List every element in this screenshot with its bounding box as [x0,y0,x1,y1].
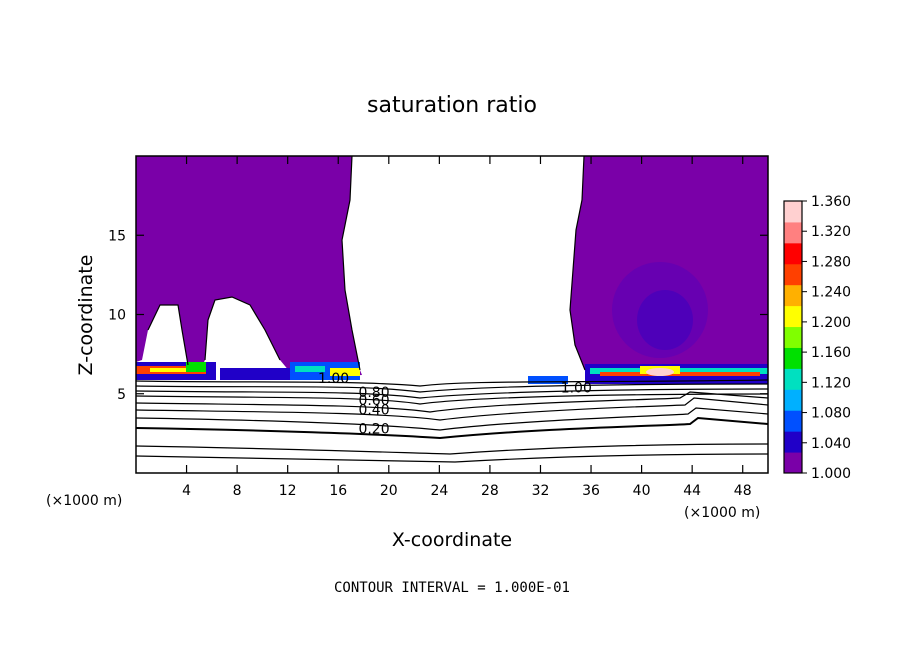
colorbar-swatch [784,201,802,223]
colorbar-tick-label: 1.360 [811,194,851,210]
x-tick-label: 4 [182,483,191,499]
x-unit-right: (×1000 m) [684,505,760,521]
colorbar-swatch [784,305,802,328]
contour-label: 1.00 [561,380,592,396]
colorbar-swatch [784,389,802,411]
y-tick-label: 10 [108,308,126,324]
y-tick-label: 15 [108,228,126,244]
x-tick-label: 24 [430,483,448,499]
y-tick-label: 5 [117,387,126,403]
colorbar-frame [783,200,803,474]
x-axis-label: X-coordinate [392,529,512,551]
x-tick-label: 44 [683,483,701,499]
colorbar-swatch [784,452,802,474]
field-band-right [528,376,568,384]
contour-interval-note: CONTOUR INTERVAL = 1.000E-01 [334,580,570,596]
colorbar-tick-label: 1.000 [811,466,851,482]
colorbar-swatch [784,221,802,244]
y-axis-ticks: 5 10 15 [108,228,768,403]
colorbar-tick-label: 1.320 [811,224,851,240]
colorbar-tick-label: 1.200 [811,315,851,331]
colorbar-tick-label: 1.160 [811,345,851,361]
x-tick-label: 40 [633,483,651,499]
chart-title: saturation ratio [367,93,537,118]
colorbar-swatch [784,326,802,348]
contour-label: 1.00 [318,371,349,387]
colorbar-tick-label: 1.120 [811,375,851,391]
contour-label: 0.40 [358,403,389,419]
colorbar: 1.360 1.320 1.280 1.240 1.200 1.160 1.120 1.080… [783,194,851,482]
colorbar-swatch [784,284,802,307]
contour-labels: 1.00 1.00 0.800.600.40 0.20 [318,371,592,438]
x-unit-left: (×1000 m) [46,493,122,509]
x-tick-label: 36 [582,483,600,499]
x-tick-label: 32 [532,483,550,499]
colorbar-tick-label: 1.280 [811,254,851,270]
colorbar-tick-label: 1.040 [811,436,851,452]
field-region-left [136,156,362,378]
colorbar-swatch [784,368,802,390]
colorbar-tick-label: 1.240 [811,285,851,301]
contour-label: 0.80 [358,385,389,401]
x-tick-label: 48 [734,483,752,499]
colorbar-swatch [784,242,802,265]
colorbar-swatch [784,347,802,369]
saturation-outline [147,156,586,371]
colorbar-swatch [784,410,802,432]
x-tick-label: 28 [481,483,499,499]
plot-field [136,156,768,473]
y-axis-label: Z-coordinate [75,255,97,376]
x-tick-label: 8 [233,483,242,499]
contour-label: 0.60 [358,393,389,409]
contour-label: 0.20 [358,422,389,438]
x-axis-ticks: 4 8 12 16 20 24 28 32 36 40 44 48 [182,156,752,499]
colorbar-swatch [784,431,802,453]
x-tick-label: 12 [279,483,297,499]
contour-lines [136,379,768,463]
x-tick-label: 20 [380,483,398,499]
colorbar-tick-label: 1.080 [811,406,851,422]
colorbar-swatch [784,263,802,286]
x-tick-label: 16 [329,483,347,499]
